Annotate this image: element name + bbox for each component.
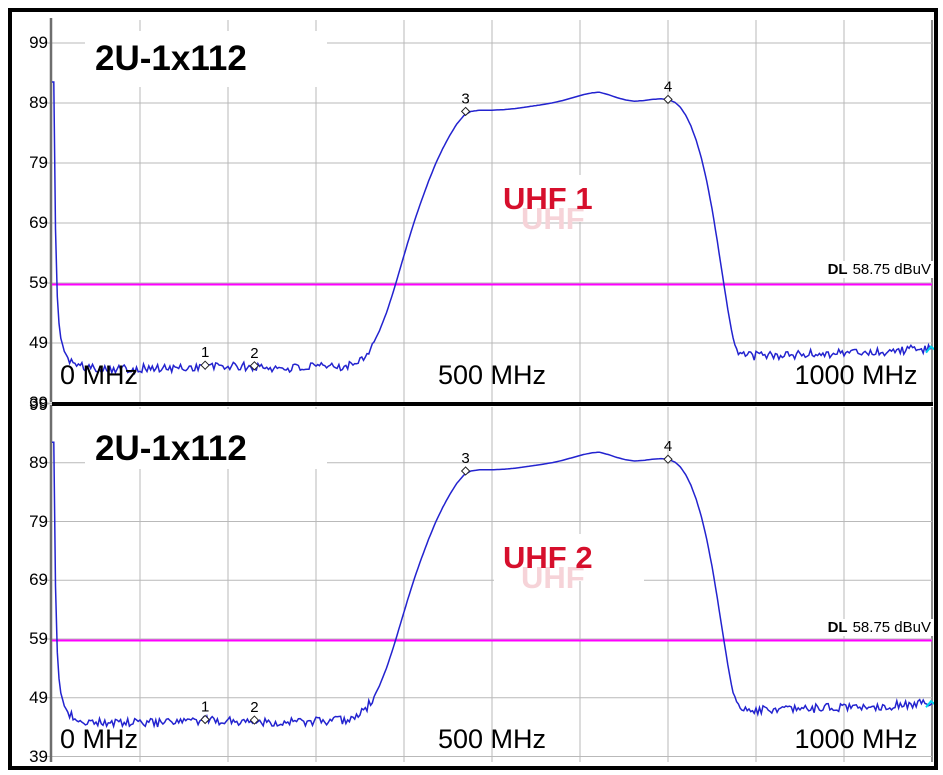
marker-number-2: 2 (250, 699, 258, 716)
marker-number-2: 2 (250, 345, 258, 362)
band-label: UHF 1 (503, 181, 593, 216)
y-tick-label: 39 (29, 393, 48, 412)
dl-prefix: DL (827, 619, 848, 636)
marker-diamond-2 (249, 361, 260, 371)
plot-separator-line (52, 402, 933, 406)
band-label-ghost: UHF (521, 201, 585, 236)
band-label: UHF 2 (503, 540, 593, 575)
delta-line-readout: DL 58.75 dBuV (825, 619, 933, 636)
marker-number-4: 4 (664, 78, 672, 95)
dl-value: 58.75 dBuV (852, 261, 931, 278)
y-tick-label: 59 (29, 273, 48, 292)
marker-diamond-1 (200, 714, 210, 725)
marker-diamond-1 (200, 360, 210, 370)
marker-number-4: 4 (664, 438, 672, 455)
y-tick-label: 59 (29, 629, 48, 648)
y-tick-label: 69 (29, 570, 48, 589)
marker-diamond-3 (460, 106, 471, 117)
trace-uhf-1 (52, 81, 933, 376)
x-tick-label: 500 MHz (437, 360, 547, 390)
x-tick-label: 1000 MHz (794, 360, 918, 390)
band-label-ghost: UHF (521, 560, 585, 595)
band-label-box (494, 175, 644, 222)
plot-title: 2U-1x112 (95, 39, 247, 78)
marker-number-3: 3 (461, 90, 469, 107)
dl-value: 58.75 dBuV (852, 619, 931, 636)
y-tick-label: 79 (29, 153, 48, 172)
band-label-box (494, 534, 644, 581)
marker-number-3: 3 (461, 450, 469, 467)
marker-diamond-3 (460, 466, 471, 476)
y-tick-label: 89 (29, 93, 48, 112)
y-tick-label: 39 (29, 747, 48, 766)
y-tick-label: 49 (29, 333, 48, 352)
marker-number-1: 1 (201, 344, 209, 361)
x-tick-label: 0 MHz (60, 724, 139, 754)
y-tick-label: 69 (29, 213, 48, 232)
y-tick-label: 49 (29, 688, 48, 707)
y-tick-label: 99 (29, 33, 48, 52)
x-tick-label: 500 MHz (437, 724, 547, 754)
dl-prefix: DL (827, 261, 848, 278)
y-tick-label: 99 (29, 395, 48, 414)
trace-uhf-2 (52, 441, 933, 729)
marker-diamond-2 (249, 715, 260, 725)
marker-diamond-4 (663, 94, 673, 105)
marker-number-1: 1 (201, 698, 209, 715)
y-tick-label: 79 (29, 512, 48, 531)
x-tick-label: 0 MHz (60, 360, 139, 390)
plot-title-box: 2U-1x112 (85, 409, 327, 469)
marker-diamond-4 (663, 454, 673, 464)
plot-title: 2U-1x112 (95, 429, 247, 468)
plot-title-box: 2U-1x112 (85, 31, 327, 87)
y-tick-label: 89 (29, 453, 48, 472)
delta-line-readout: DL 58.75 dBuV (825, 261, 933, 278)
plot-area-2: 1 2 3 4 (44, 403, 937, 762)
x-tick-label: 1000 MHz (794, 724, 918, 754)
